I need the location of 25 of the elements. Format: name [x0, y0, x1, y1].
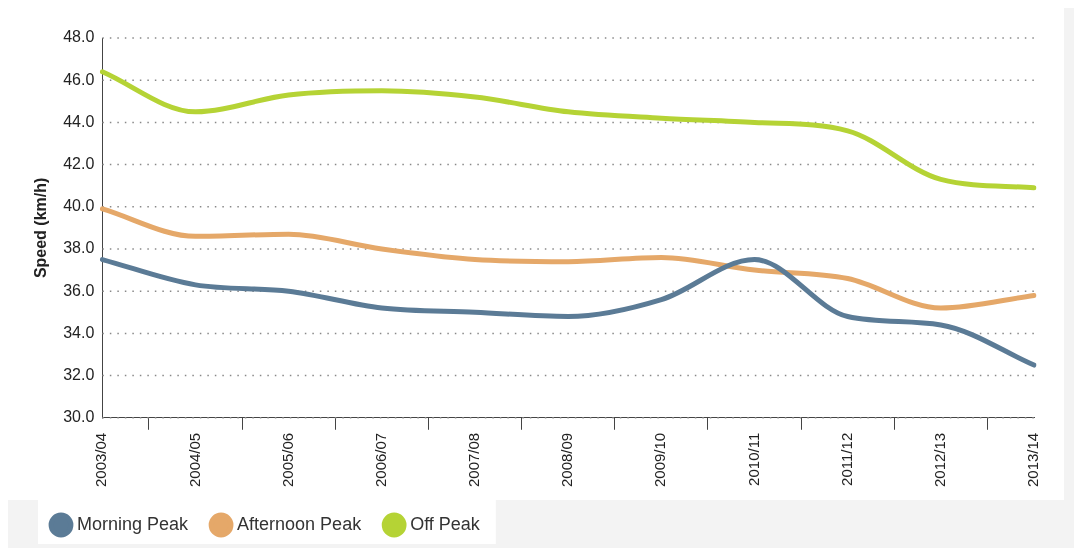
x-tick-label: 2009/10: [651, 432, 669, 488]
y-tick-label: 40.0: [63, 197, 95, 215]
x-tick-label: 2008/09: [558, 432, 576, 488]
x-tick-label: 2003/04: [92, 432, 110, 488]
y-tick-label: 32.0: [63, 365, 95, 383]
y-tick-label: 34.0: [63, 323, 95, 341]
legend-label: Morning Peak: [77, 513, 190, 534]
legend-label: Afternoon Peak: [237, 513, 363, 534]
y-tick-label: 48.0: [63, 28, 95, 46]
y-tick-label: 36.0: [63, 281, 95, 299]
x-tick-label: 2013/14: [1024, 432, 1042, 488]
x-tick-label: 2006/07: [371, 432, 389, 488]
y-tick-label: 38.0: [63, 239, 95, 257]
y-tick-label: 30.0: [63, 408, 95, 426]
x-tick-label: 2011/12: [837, 432, 855, 486]
y-tick-label: 42.0: [63, 155, 95, 172]
legend-label: Off Peak: [410, 513, 481, 534]
x-tick-label: 2004/05: [185, 432, 203, 488]
x-tick-label: 2012/13: [930, 432, 948, 488]
y-tick-label: 46.0: [63, 70, 95, 88]
y-axis-title: Speed (km/h): [32, 177, 50, 279]
x-tick-label: 2010/11: [744, 432, 762, 486]
x-tick-label: 2007/08: [465, 432, 483, 488]
y-tick-label: 44.0: [63, 112, 95, 130]
x-tick-label: 2005/06: [278, 432, 296, 488]
